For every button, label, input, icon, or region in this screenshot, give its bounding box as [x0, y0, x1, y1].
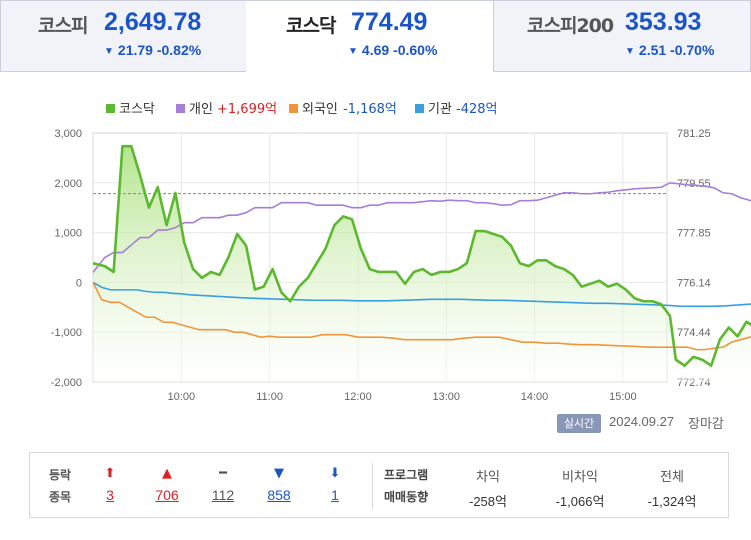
- count-value[interactable]: 112: [211, 487, 235, 503]
- index-value: 353.93: [625, 8, 702, 36]
- legend-label: 개인: [189, 102, 213, 117]
- down-count[interactable]: ▼ 858: [259, 466, 299, 503]
- legend-swatch: [289, 104, 298, 113]
- legend-value: -428억: [456, 102, 497, 117]
- y-left-tick: -2,000: [51, 377, 82, 389]
- legend-swatch: [106, 104, 115, 113]
- legend-label: 기관: [428, 102, 452, 117]
- tab-name: 코스닥: [286, 15, 336, 37]
- limit-up-arrow-icon: ⬆: [104, 466, 116, 481]
- market-closed-label: 장마감: [688, 417, 724, 432]
- legend-value: +1,699억: [217, 102, 277, 117]
- tab-name: 코스피: [38, 15, 88, 37]
- y-right-tick: 774.44: [677, 327, 711, 339]
- program-total: 전체 -1,324억: [622, 466, 722, 510]
- program-label: 프로그램: [384, 468, 429, 482]
- program-value: -1,324억: [647, 494, 697, 509]
- flat-count[interactable]: ━ 112: [203, 466, 243, 503]
- market-stats-panel: 등락 종목 ⬆ 3 ▲ 706 ━ 112 ▼ 858 ⬇ 1 프로그램 매매동…: [29, 452, 729, 518]
- advance-decline-label: 등락: [49, 468, 72, 482]
- index-change: ▼ 21.79 -0.82%: [104, 42, 201, 58]
- y-left-tick: 1,000: [54, 228, 82, 240]
- index-value: 774.49: [351, 8, 428, 36]
- down-arrow-icon: ▼: [348, 46, 358, 57]
- x-tick: 15:00: [609, 391, 637, 403]
- tab-name: 코스피200: [527, 15, 614, 37]
- change-text: 21.79 -0.82%: [117, 42, 202, 58]
- index-tabs: 코스피 2,649.78 ▼ 21.79 -0.82% 코스닥 774.49 ▼ 4…: [0, 0, 751, 72]
- count-value[interactable]: 706: [155, 487, 179, 503]
- program-header: 비차익: [562, 470, 598, 485]
- x-tick: 13:00: [432, 391, 460, 403]
- up-count[interactable]: ▲ 706: [147, 466, 187, 503]
- index-value: 2,649.78: [104, 8, 202, 36]
- down-arrow-icon: ▼: [104, 46, 114, 57]
- series-line-개인: [92, 181, 751, 273]
- flat-dash-icon: ━: [219, 466, 227, 481]
- y-left-tick: -1,000: [51, 327, 82, 339]
- y-right-tick: 777.85: [677, 228, 711, 240]
- intraday-chart: 코스닥 개인 +1,699억 외국인 -1,168억 기관 -428억 3,000 2,000 1…: [51, 102, 751, 403]
- legend-label: 코스닥: [119, 102, 155, 117]
- program-value: -258억: [469, 494, 507, 509]
- tab-kospi[interactable]: 코스피 2,649.78 ▼ 21.79 -0.82%: [0, 0, 247, 72]
- count-value[interactable]: 858: [267, 487, 291, 503]
- x-tick: 11:00: [256, 391, 283, 403]
- y-left-tick: 3,000: [54, 128, 82, 140]
- limit-up-count[interactable]: ⬆ 3: [90, 466, 130, 503]
- y-right-tick: 776.14: [677, 277, 711, 289]
- x-tick: 10:00: [168, 391, 196, 403]
- y-right-tick: 779.55: [677, 178, 711, 190]
- legend-value: -1,168억: [343, 102, 397, 117]
- y-right-tick: 781.25: [677, 128, 711, 140]
- realtime-button[interactable]: 실시간: [557, 414, 601, 433]
- x-tick: 12:00: [344, 391, 372, 403]
- down-arrow-icon: ▼: [625, 46, 635, 57]
- series-line-외국인: [92, 282, 751, 351]
- tab-kosdaq[interactable]: 코스닥 774.49 ▼ 4.69 -0.60%: [246, 0, 494, 72]
- count-value[interactable]: 1: [331, 487, 339, 503]
- kosdaq-line: [92, 144, 751, 367]
- program-arbitrage: 차익 -258억: [438, 466, 538, 510]
- index-change: ▼ 4.69 -0.60%: [348, 42, 437, 58]
- count-value[interactable]: 3: [106, 487, 114, 503]
- limit-down-count[interactable]: ⬇ 1: [315, 466, 355, 503]
- series-line-기관: [92, 281, 751, 308]
- up-triangle-icon: ▲: [162, 466, 172, 481]
- tab-kospi200[interactable]: 코스피200 353.93 ▼ 2.51 -0.70%: [493, 0, 751, 72]
- change-text: 2.51 -0.70%: [638, 42, 715, 58]
- program-header: 차익: [476, 470, 500, 485]
- program-header: 전체: [660, 470, 684, 485]
- y-left-tick: 2,000: [54, 178, 82, 190]
- trading-trend-label: 매매동향: [384, 490, 429, 504]
- y-left-tick: 0: [76, 277, 82, 289]
- x-tick: 14:00: [521, 391, 549, 403]
- change-text: 4.69 -0.60%: [361, 42, 438, 58]
- legend-label: 외국인: [302, 102, 338, 117]
- down-triangle-icon: ▼: [274, 466, 284, 481]
- kosdaq-area: [93, 146, 751, 382]
- divider: [372, 463, 373, 509]
- index-change: ▼ 2.51 -0.70%: [625, 42, 714, 58]
- limit-down-arrow-icon: ⬇: [329, 466, 341, 481]
- stocks-label: 종목: [49, 490, 72, 504]
- program-non-arbitrage: 비차익 -1,066억: [530, 466, 630, 510]
- program-value: -1,066억: [555, 494, 605, 509]
- legend-swatch: [415, 104, 424, 113]
- chart-date: 2024.09.27: [609, 414, 675, 429]
- legend-swatch: [176, 104, 185, 113]
